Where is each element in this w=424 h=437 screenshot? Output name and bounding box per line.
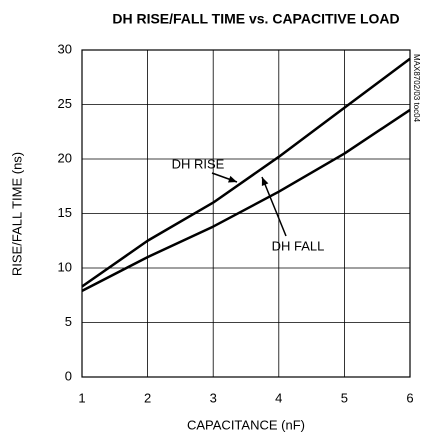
- series-label: DH RISE: [172, 156, 225, 171]
- chart-title: DH RISE/FALL TIME vs. CAPACITIVE LOAD: [112, 11, 399, 27]
- plot-border: [81, 49, 411, 378]
- x-tick-label: 1: [78, 390, 85, 405]
- x-tick-label: 2: [144, 390, 151, 405]
- side-note: MAX8702/03 toc04: [412, 54, 421, 123]
- x-axis-label: CAPACITANCE (nF): [187, 417, 305, 432]
- x-tick-label: 4: [275, 390, 282, 405]
- series-line: [81, 57, 411, 288]
- arrow-head: [228, 175, 237, 183]
- y-tick-label: 30: [58, 41, 72, 56]
- series-line: [81, 108, 411, 293]
- y-tick-label: 0: [65, 368, 72, 383]
- y-tick-label: 5: [65, 314, 72, 329]
- y-tick-label: 15: [58, 205, 72, 220]
- series-label: DH FALL: [272, 238, 325, 253]
- y-tick-label: 25: [58, 96, 72, 111]
- y-axis-label: RISE/FALL TIME (ns): [9, 152, 24, 276]
- y-tick-label: 10: [58, 259, 72, 274]
- x-tick-label: 5: [341, 390, 348, 405]
- x-tick-label: 3: [210, 390, 217, 405]
- annotation-arrow: [261, 176, 287, 237]
- x-tick-label: 6: [406, 390, 413, 405]
- y-tick-label: 20: [58, 150, 72, 165]
- arrow-head: [261, 177, 269, 186]
